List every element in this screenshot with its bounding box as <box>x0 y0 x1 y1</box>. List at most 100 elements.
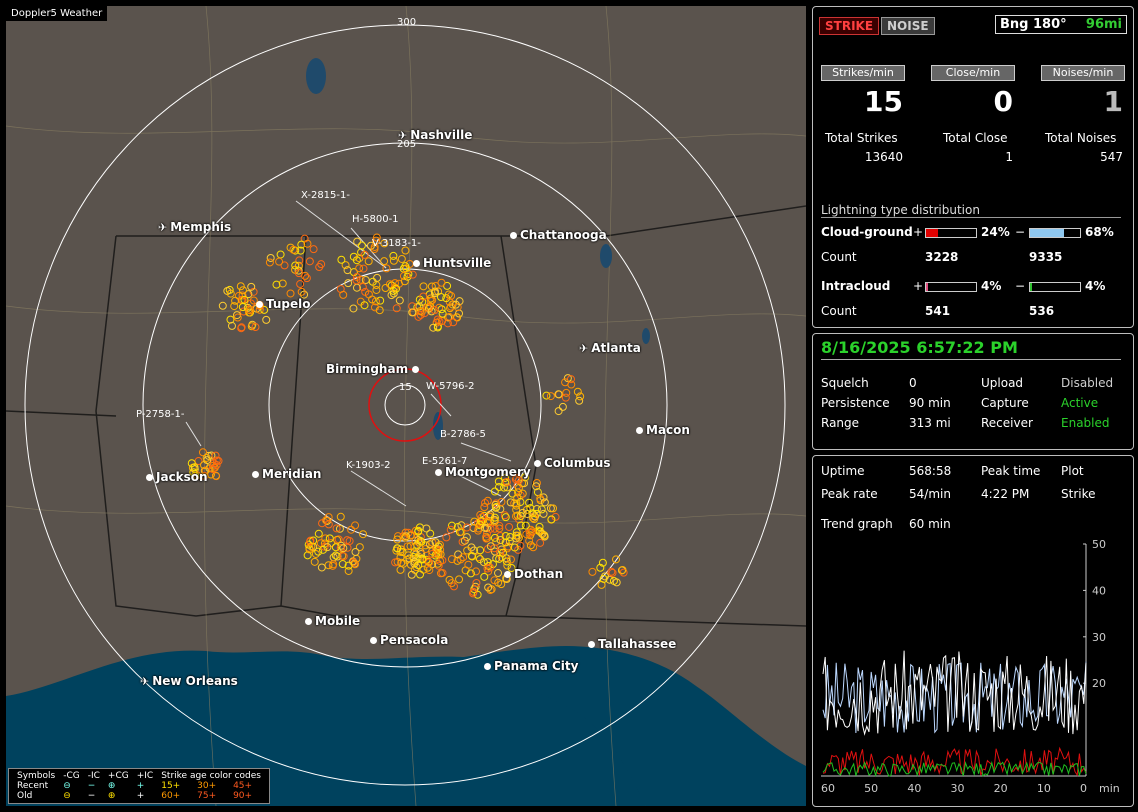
strike-symbol <box>249 287 258 296</box>
strike-symbol <box>505 537 514 546</box>
range-label: Range <box>821 416 860 430</box>
strike-symbol <box>251 323 260 332</box>
strike-symbol <box>276 250 285 259</box>
radar-map[interactable]: 300 205 15 Doppler5 Weather ✈ Nashville ✈… <box>6 6 806 806</box>
strike-symbol <box>433 315 442 324</box>
strike-symbol <box>391 558 400 567</box>
strike-symbol <box>503 483 512 492</box>
strikes-rate: 15 <box>864 85 903 118</box>
strike-symbol <box>532 478 541 487</box>
ic-positive-pct: 4% <box>981 279 1002 293</box>
airport-icon: ✈ <box>579 342 589 355</box>
age-code: 60+ <box>161 791 181 801</box>
strike-symbol <box>476 546 485 555</box>
strike-symbol <box>390 279 399 288</box>
strike-symbol <box>483 558 492 567</box>
city-dot-icon <box>636 427 643 434</box>
bar-fill <box>1030 229 1064 237</box>
strike-symbol <box>494 483 503 492</box>
strike-symbol <box>403 542 412 551</box>
strike-symbol <box>426 296 435 305</box>
strike-symbol <box>464 560 473 569</box>
strike-symbol <box>389 251 398 260</box>
plus-cg-icon: ⊕ <box>107 781 116 791</box>
strike-symbol <box>289 245 298 254</box>
range-value: 313 mi <box>909 416 951 430</box>
noise-indicator[interactable]: NOISE <box>881 17 935 35</box>
city-label: Huntsville <box>423 256 492 270</box>
strike-symbol <box>393 535 402 544</box>
strike-symbol <box>576 392 585 401</box>
plot-label: Plot <box>1061 464 1084 478</box>
strike-symbol <box>319 545 328 554</box>
strike-symbol <box>463 546 472 555</box>
strike-symbol <box>349 252 358 261</box>
strike-symbol <box>512 528 521 537</box>
strike-symbol <box>349 304 358 313</box>
strike-symbol <box>502 478 511 487</box>
strike-symbol <box>529 543 538 552</box>
strike-symbol <box>265 258 274 267</box>
x-unit-label: min <box>1099 782 1120 795</box>
strike-symbol <box>437 569 446 578</box>
strike-symbol <box>490 533 499 542</box>
minus-cg-icon: ⊖ <box>63 781 71 791</box>
strike-symbol <box>317 563 326 572</box>
strike-symbol <box>447 579 456 588</box>
strike-symbol <box>311 549 320 558</box>
strike-indicator[interactable]: STRIKE <box>819 17 880 35</box>
age-code: 45+ <box>233 781 253 791</box>
strike-symbol <box>498 548 507 557</box>
ic-negative-pct: 4% <box>1085 279 1106 293</box>
count-label: Count <box>821 304 857 318</box>
strike-symbol <box>490 576 499 585</box>
city-label: Chattanooga <box>520 228 607 242</box>
strike-symbol <box>472 579 481 588</box>
city-dot-icon <box>146 474 153 481</box>
strike-symbol <box>437 278 446 287</box>
strike-symbol <box>535 522 544 531</box>
strike-symbol <box>343 266 352 275</box>
strike-symbol <box>562 388 571 397</box>
strike-symbol <box>387 291 396 300</box>
x-tick-label: 10 <box>1037 782 1051 795</box>
cloud-ground-label: Cloud-ground <box>821 225 913 239</box>
city-dot-icon <box>305 618 312 625</box>
strike-symbol <box>272 280 281 289</box>
strike-symbol <box>333 552 342 561</box>
city-dot-icon <box>252 471 259 478</box>
strike-symbol <box>295 256 304 265</box>
strike-symbol <box>323 543 332 552</box>
strike-symbol <box>392 284 401 293</box>
strike-symbol <box>546 392 555 401</box>
legend-header: -IC <box>87 771 100 781</box>
strike-symbol <box>446 525 455 534</box>
city-label: Montgomery <box>445 465 531 479</box>
strike-symbol <box>607 567 616 576</box>
city-nashville: ✈ Nashville <box>398 128 472 142</box>
strike-symbol <box>324 561 333 570</box>
strike-symbol <box>507 564 516 573</box>
city-birmingham: Birmingham <box>326 362 422 376</box>
strike-symbol <box>266 253 275 262</box>
strike-symbol <box>406 531 415 540</box>
strike-symbol <box>347 525 356 534</box>
strike-symbol <box>364 290 373 299</box>
strike-symbol <box>399 272 408 281</box>
strike-symbol <box>406 542 415 551</box>
strike-symbol <box>337 255 346 264</box>
strike-symbol <box>539 531 548 540</box>
squelch-label: Squelch <box>821 376 869 390</box>
city-dot-icon <box>256 301 263 308</box>
legend-header: Strike age color codes <box>161 771 261 781</box>
strike-symbol <box>341 261 350 270</box>
strike-symbol <box>309 245 318 254</box>
strike-symbol <box>495 554 504 563</box>
city-atlanta: ✈ Atlanta <box>579 341 641 355</box>
city-panama-city: Panama City <box>484 659 578 673</box>
strike-symbol <box>344 566 353 575</box>
strike-symbol <box>490 547 499 556</box>
plot-value[interactable]: Strike <box>1061 487 1096 501</box>
strike-symbol <box>516 521 525 530</box>
strike-symbol <box>296 280 305 289</box>
